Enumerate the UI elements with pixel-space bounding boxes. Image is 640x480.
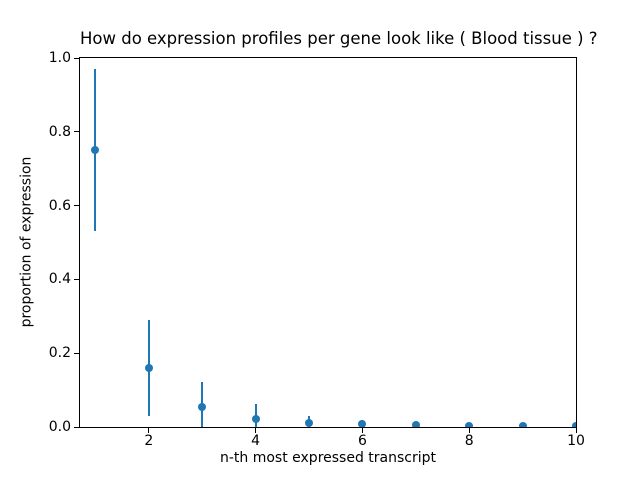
x-tick-label: 2 [144, 433, 154, 449]
data-point-marker [144, 363, 153, 372]
x-tick-mark [361, 428, 363, 433]
x-tick-mark [468, 428, 470, 433]
y-tick-mark [74, 57, 79, 59]
data-point-marker [465, 421, 474, 427]
data-point-marker [91, 146, 100, 155]
y-tick-label: 0.6 [48, 197, 71, 214]
y-tick-label: 0.0 [48, 419, 71, 435]
x-tick-label: 6 [357, 433, 367, 449]
y-tick-label: 1.0 [48, 50, 71, 66]
y-tick-label: 0.4 [48, 271, 71, 288]
chart-title: How do expression profiles per gene look… [80, 29, 598, 48]
plot-area [80, 58, 576, 427]
left-spine [79, 57, 80, 428]
x-tick-label: 8 [464, 433, 474, 449]
top-spine [79, 57, 577, 58]
y-tick-label: 0.2 [48, 345, 71, 362]
x-tick-mark [148, 428, 150, 433]
x-tick-mark [575, 428, 577, 433]
y-tick-label: 0.8 [48, 123, 71, 140]
y-tick-mark [74, 426, 79, 428]
x-tick-label: 10 [567, 433, 585, 449]
data-point-marker [251, 414, 260, 423]
x-tick-mark [255, 428, 257, 433]
x-axis-label: n-th most expressed transcript [219, 450, 437, 466]
data-point-marker [518, 421, 527, 427]
right-spine [576, 57, 577, 428]
y-axis-label: proportion of expression [18, 156, 35, 328]
y-tick-mark [74, 352, 79, 354]
x-tick-label: 4 [251, 433, 261, 449]
data-point-marker [411, 421, 420, 427]
y-tick-mark [74, 278, 79, 280]
data-point-marker [358, 420, 367, 427]
data-point-marker [572, 422, 576, 427]
data-point-marker [198, 402, 207, 411]
bottom-spine [79, 427, 577, 428]
data-point-marker [305, 418, 314, 427]
y-tick-mark [74, 205, 79, 207]
y-tick-mark [74, 131, 79, 133]
